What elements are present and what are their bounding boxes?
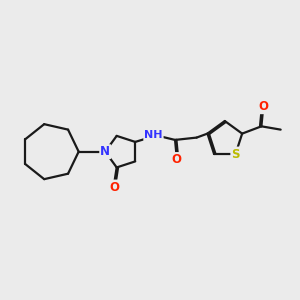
Text: O: O	[172, 153, 182, 166]
Text: S: S	[231, 148, 240, 160]
Text: O: O	[109, 181, 119, 194]
Text: NH: NH	[144, 130, 163, 140]
Text: N: N	[100, 145, 110, 158]
Text: O: O	[258, 100, 268, 113]
